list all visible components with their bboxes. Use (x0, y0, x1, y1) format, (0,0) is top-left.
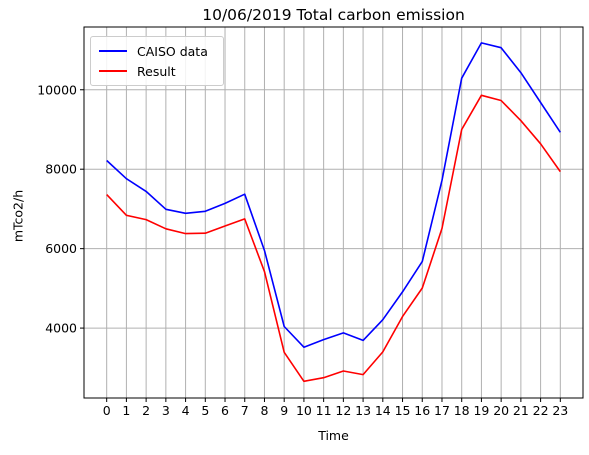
x-tick-label: 8 (260, 403, 268, 418)
y-axis-label: mTco2/h (10, 189, 26, 243)
legend-label-1: Result (137, 63, 176, 79)
x-tick-label: 23 (552, 403, 568, 418)
x-tick-label: 22 (533, 403, 549, 418)
series-line-0 (106, 42, 561, 349)
grid-lines (84, 27, 583, 398)
x-tick-label: 12 (335, 403, 351, 418)
x-tick-label: 14 (375, 403, 391, 418)
chart-title: 10/06/2019 Total carbon emission (202, 6, 465, 24)
x-tick-label: 20 (493, 403, 509, 418)
x-tick-label: 7 (241, 403, 249, 418)
legend-item-1: Result (99, 62, 176, 80)
x-tick-label: 5 (201, 403, 209, 418)
x-tick-label: 6 (221, 403, 229, 418)
x-tick-label: 1 (122, 403, 130, 418)
series-line-1 (106, 94, 561, 383)
y-tick-label: 10000 (37, 82, 77, 97)
series-lines (106, 42, 561, 383)
y-tick-label: 4000 (45, 321, 77, 336)
legend-swatch-1 (99, 70, 127, 72)
x-tick-label: 21 (513, 403, 529, 418)
legend-swatch-0 (99, 50, 127, 52)
x-tick-label: 0 (103, 403, 111, 418)
x-tick-label: 13 (355, 403, 371, 418)
x-tick-label: 19 (473, 403, 489, 418)
legend-item-0: CAISO data (99, 42, 208, 60)
x-tick-label: 9 (280, 403, 288, 418)
x-tick-label: 16 (414, 403, 430, 418)
x-tick-label: 3 (162, 403, 170, 418)
legend-label-0: CAISO data (137, 43, 208, 59)
x-axis-label: Time (318, 428, 349, 443)
x-tick-label: 11 (316, 403, 332, 418)
x-tick-label: 10 (296, 403, 312, 418)
legend: CAISO data Result (90, 36, 224, 86)
x-tick-label: 2 (142, 403, 150, 418)
x-tick-label: 17 (434, 403, 450, 418)
axis-ticks: 0 1 2 3 4 5 6 7 8 9 10 11 12 13 14 15 16 17 18 19 20 21 22 2340… (37, 82, 568, 418)
plot-frame (83, 26, 584, 399)
x-tick-label: 18 (454, 403, 470, 418)
x-tick-label: 15 (395, 403, 411, 418)
y-tick-label: 8000 (45, 162, 77, 177)
y-tick-label: 6000 (45, 241, 77, 256)
x-tick-label: 4 (182, 403, 190, 418)
